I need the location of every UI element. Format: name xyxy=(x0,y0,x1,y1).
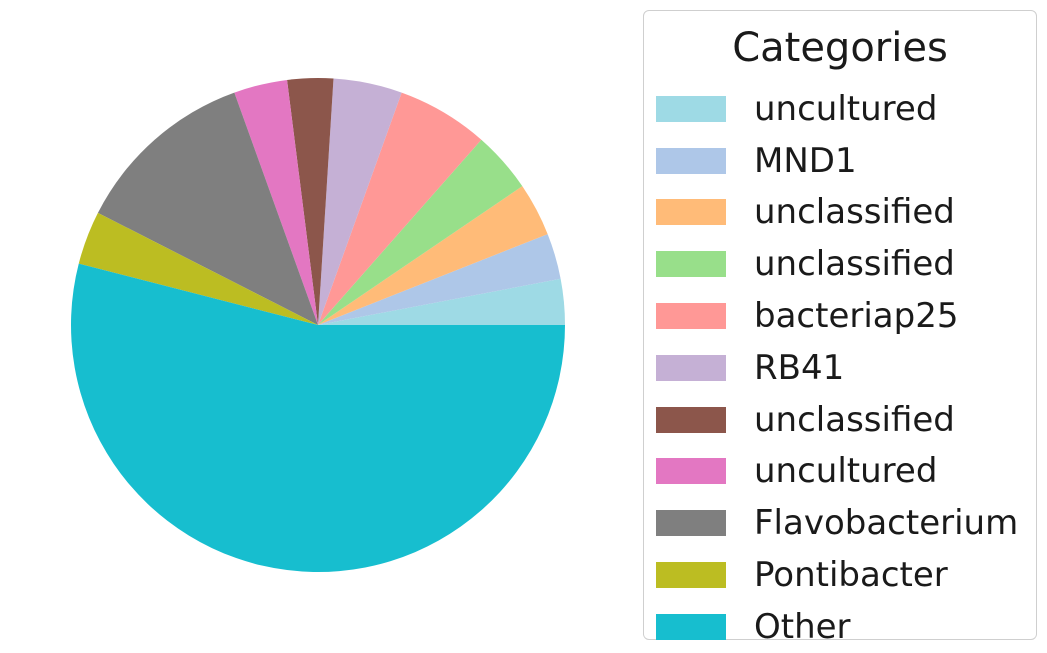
legend-item-3: unclassified xyxy=(656,238,1018,290)
legend-swatch xyxy=(656,95,726,122)
legend-item-7: uncultured xyxy=(656,446,1018,498)
legend-label: bacteriap25 xyxy=(754,296,959,337)
legend-item-6: unclassified xyxy=(656,394,1018,446)
legend-item-1: MND1 xyxy=(656,135,1018,187)
legend-item-4: bacteriap25 xyxy=(656,290,1018,342)
legend-label: uncultured xyxy=(754,451,938,492)
legend-swatch xyxy=(656,406,726,433)
pie-slice-8 xyxy=(97,92,318,325)
pie-slice-7 xyxy=(234,79,318,326)
legend-title: Categories xyxy=(732,25,948,71)
legend-swatch xyxy=(656,354,726,381)
legend-label: uncultured xyxy=(754,88,938,129)
pie-slice-0 xyxy=(318,278,565,325)
legend-label: MND1 xyxy=(754,140,857,181)
pie-slice-9 xyxy=(78,212,319,325)
legend-label: RB41 xyxy=(754,347,845,388)
pie-slice-2 xyxy=(318,186,548,325)
legend-swatch xyxy=(656,147,726,174)
legend: Categories uncultured MND1 unclassified unc… xyxy=(643,10,1037,647)
legend-item-0: uncultured xyxy=(656,83,1018,135)
legend-list: uncultured MND1 unclassified unclassified ba… xyxy=(656,83,1018,653)
pie-slice-6 xyxy=(287,78,334,325)
legend-swatch xyxy=(656,303,726,330)
legend-swatch xyxy=(656,251,726,278)
pie-slice-3 xyxy=(318,139,523,325)
legend-label: Flavobacterium xyxy=(754,503,1019,544)
pie-slice-4 xyxy=(318,92,482,325)
legend-swatch xyxy=(656,613,726,640)
legend-item-10: Other xyxy=(656,601,1018,653)
legend-item-5: RB41 xyxy=(656,342,1018,394)
legend-item-2: unclassified xyxy=(656,187,1018,239)
legend-label: unclassified xyxy=(754,192,955,233)
legend-swatch xyxy=(656,510,726,537)
pie-slice-10 xyxy=(70,263,566,573)
pie-slice-5 xyxy=(318,78,402,325)
legend-label: unclassified xyxy=(754,244,955,285)
legend-item-8: Flavobacterium xyxy=(656,497,1018,549)
pie-slice-1 xyxy=(318,234,561,325)
legend-item-9: Pontibacter xyxy=(656,549,1018,601)
legend-swatch xyxy=(656,458,726,485)
legend-label: Other xyxy=(754,606,851,647)
legend-swatch xyxy=(656,199,726,226)
legend-swatch xyxy=(656,562,726,589)
legend-label: unclassified xyxy=(754,399,955,440)
legend-label: Pontibacter xyxy=(754,555,948,596)
pie-plot-area xyxy=(70,78,566,573)
